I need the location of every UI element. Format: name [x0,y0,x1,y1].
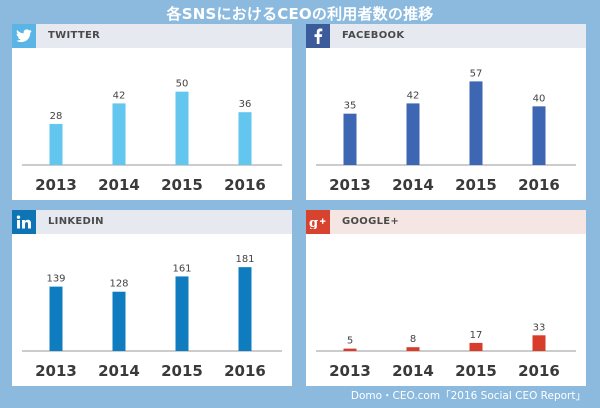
googleplus-year-label-2016: 2016 [518,362,560,380]
facebook-value-label-2015: 57 [470,68,483,79]
twitter-year-label-2013: 2013 [35,176,77,194]
linkedin-year-label-2014: 2014 [98,362,140,380]
linkedin-bar-2015 [175,276,189,351]
facebook-panel: FACEBOOK 35 2013 42 2014 57 2015 40 2016 [306,24,586,200]
linkedin-year-label-2016: 2016 [224,362,266,380]
googleplus-bar-2015 [469,342,483,351]
twitter-year-label-2014: 2014 [98,176,140,194]
linkedin-value-label-2013: 139 [46,274,65,285]
linkedin-year-label-2013: 2013 [35,362,77,380]
facebook-label: FACEBOOK [342,30,405,41]
facebook-bar-2014 [406,103,420,165]
twitter-bar-2016 [238,112,252,165]
googleplus-year-label-2015: 2015 [455,362,497,380]
linkedin-bar-2013 [49,286,63,351]
googleplus-bar-chart: 5 2013 8 2014 17 2015 33 2016 [316,322,576,380]
facebook-panel-header: FACEBOOK [306,24,586,48]
twitter-value-label-2014: 42 [113,90,126,101]
twitter-badge [12,24,36,48]
facebook-value-label-2016: 40 [533,93,546,104]
twitter-bar-2014 [112,103,126,165]
twitter-bar-chart: 28 2013 42 2014 50 2015 36 2016 [22,79,282,194]
googleplus-bar-2014 [406,347,420,351]
facebook-year-label-2016: 2016 [518,176,560,194]
twitter-label: TWITTER [48,30,101,41]
googleplus-panel-header: g GOOGLE+ [306,210,586,234]
chart-title: 各SNSにおけるCEOの利用者数の推移 [166,5,434,23]
linkedin-panel-header: LINKEDIN [12,210,292,234]
linkedin-bar-chart: 139 2013 128 2014 161 2015 181 2016 [22,254,282,380]
twitter-year-label-2016: 2016 [224,176,266,194]
facebook-year-label-2013: 2013 [329,176,371,194]
twitter-bar-2015 [175,91,189,165]
linkedin-panel: LINKEDIN 139 2013 128 2014 161 2015 181 2016 [12,210,292,386]
facebook-value-label-2013: 35 [344,101,357,112]
facebook-year-label-2015: 2015 [455,176,497,194]
twitter-bar-2013 [49,123,63,165]
linkedin-year-label-2015: 2015 [161,362,203,380]
googleplus-panel: g GOOGLE+ 5 2013 8 2014 17 2015 33 2016 [306,210,586,386]
linkedin-bar-2016 [238,267,252,351]
source-credit: Domo・CEO.com「2016 Social CEO Report」 [350,390,586,402]
svg-text:g: g [309,216,318,229]
google-plus-icon: g [309,216,326,229]
linkedin-badge [12,210,36,234]
facebook-bar-2013 [343,113,357,165]
googleplus-year-label-2013: 2013 [329,362,371,380]
googleplus-label: GOOGLE+ [342,216,400,227]
googleplus-bar-2013 [343,348,357,351]
googleplus-value-label-2014: 8 [410,334,416,345]
twitter-value-label-2016: 36 [239,99,252,110]
twitter-year-label-2015: 2015 [161,176,203,194]
facebook-bar-2016 [532,106,546,165]
linkedin-value-label-2014: 128 [109,279,128,290]
facebook-value-label-2014: 42 [407,90,420,101]
googleplus-badge: g [306,210,330,234]
googleplus-year-label-2014: 2014 [392,362,434,380]
linkedin-in-icon [16,215,31,229]
twitter-bird-icon [16,29,32,43]
googleplus-value-label-2015: 17 [470,330,483,341]
googleplus-value-label-2013: 5 [347,336,353,347]
facebook-bar-2015 [469,81,483,165]
facebook-f-icon [314,28,323,44]
linkedin-label: LINKEDIN [48,216,104,227]
twitter-panel-header: TWITTER [12,24,292,48]
twitter-value-label-2015: 50 [176,79,189,90]
linkedin-value-label-2015: 161 [172,263,191,274]
googleplus-value-label-2016: 33 [533,322,546,333]
twitter-panel: TWITTER 28 2013 42 2014 50 2015 36 2016 [12,24,292,200]
facebook-year-label-2014: 2014 [392,176,434,194]
googleplus-bar-2016 [532,335,546,351]
twitter-value-label-2013: 28 [50,111,63,122]
linkedin-value-label-2016: 181 [235,254,254,265]
facebook-bar-chart: 35 2013 42 2014 57 2015 40 2016 [316,68,576,194]
facebook-badge [306,24,330,48]
linkedin-bar-2014 [112,291,126,351]
